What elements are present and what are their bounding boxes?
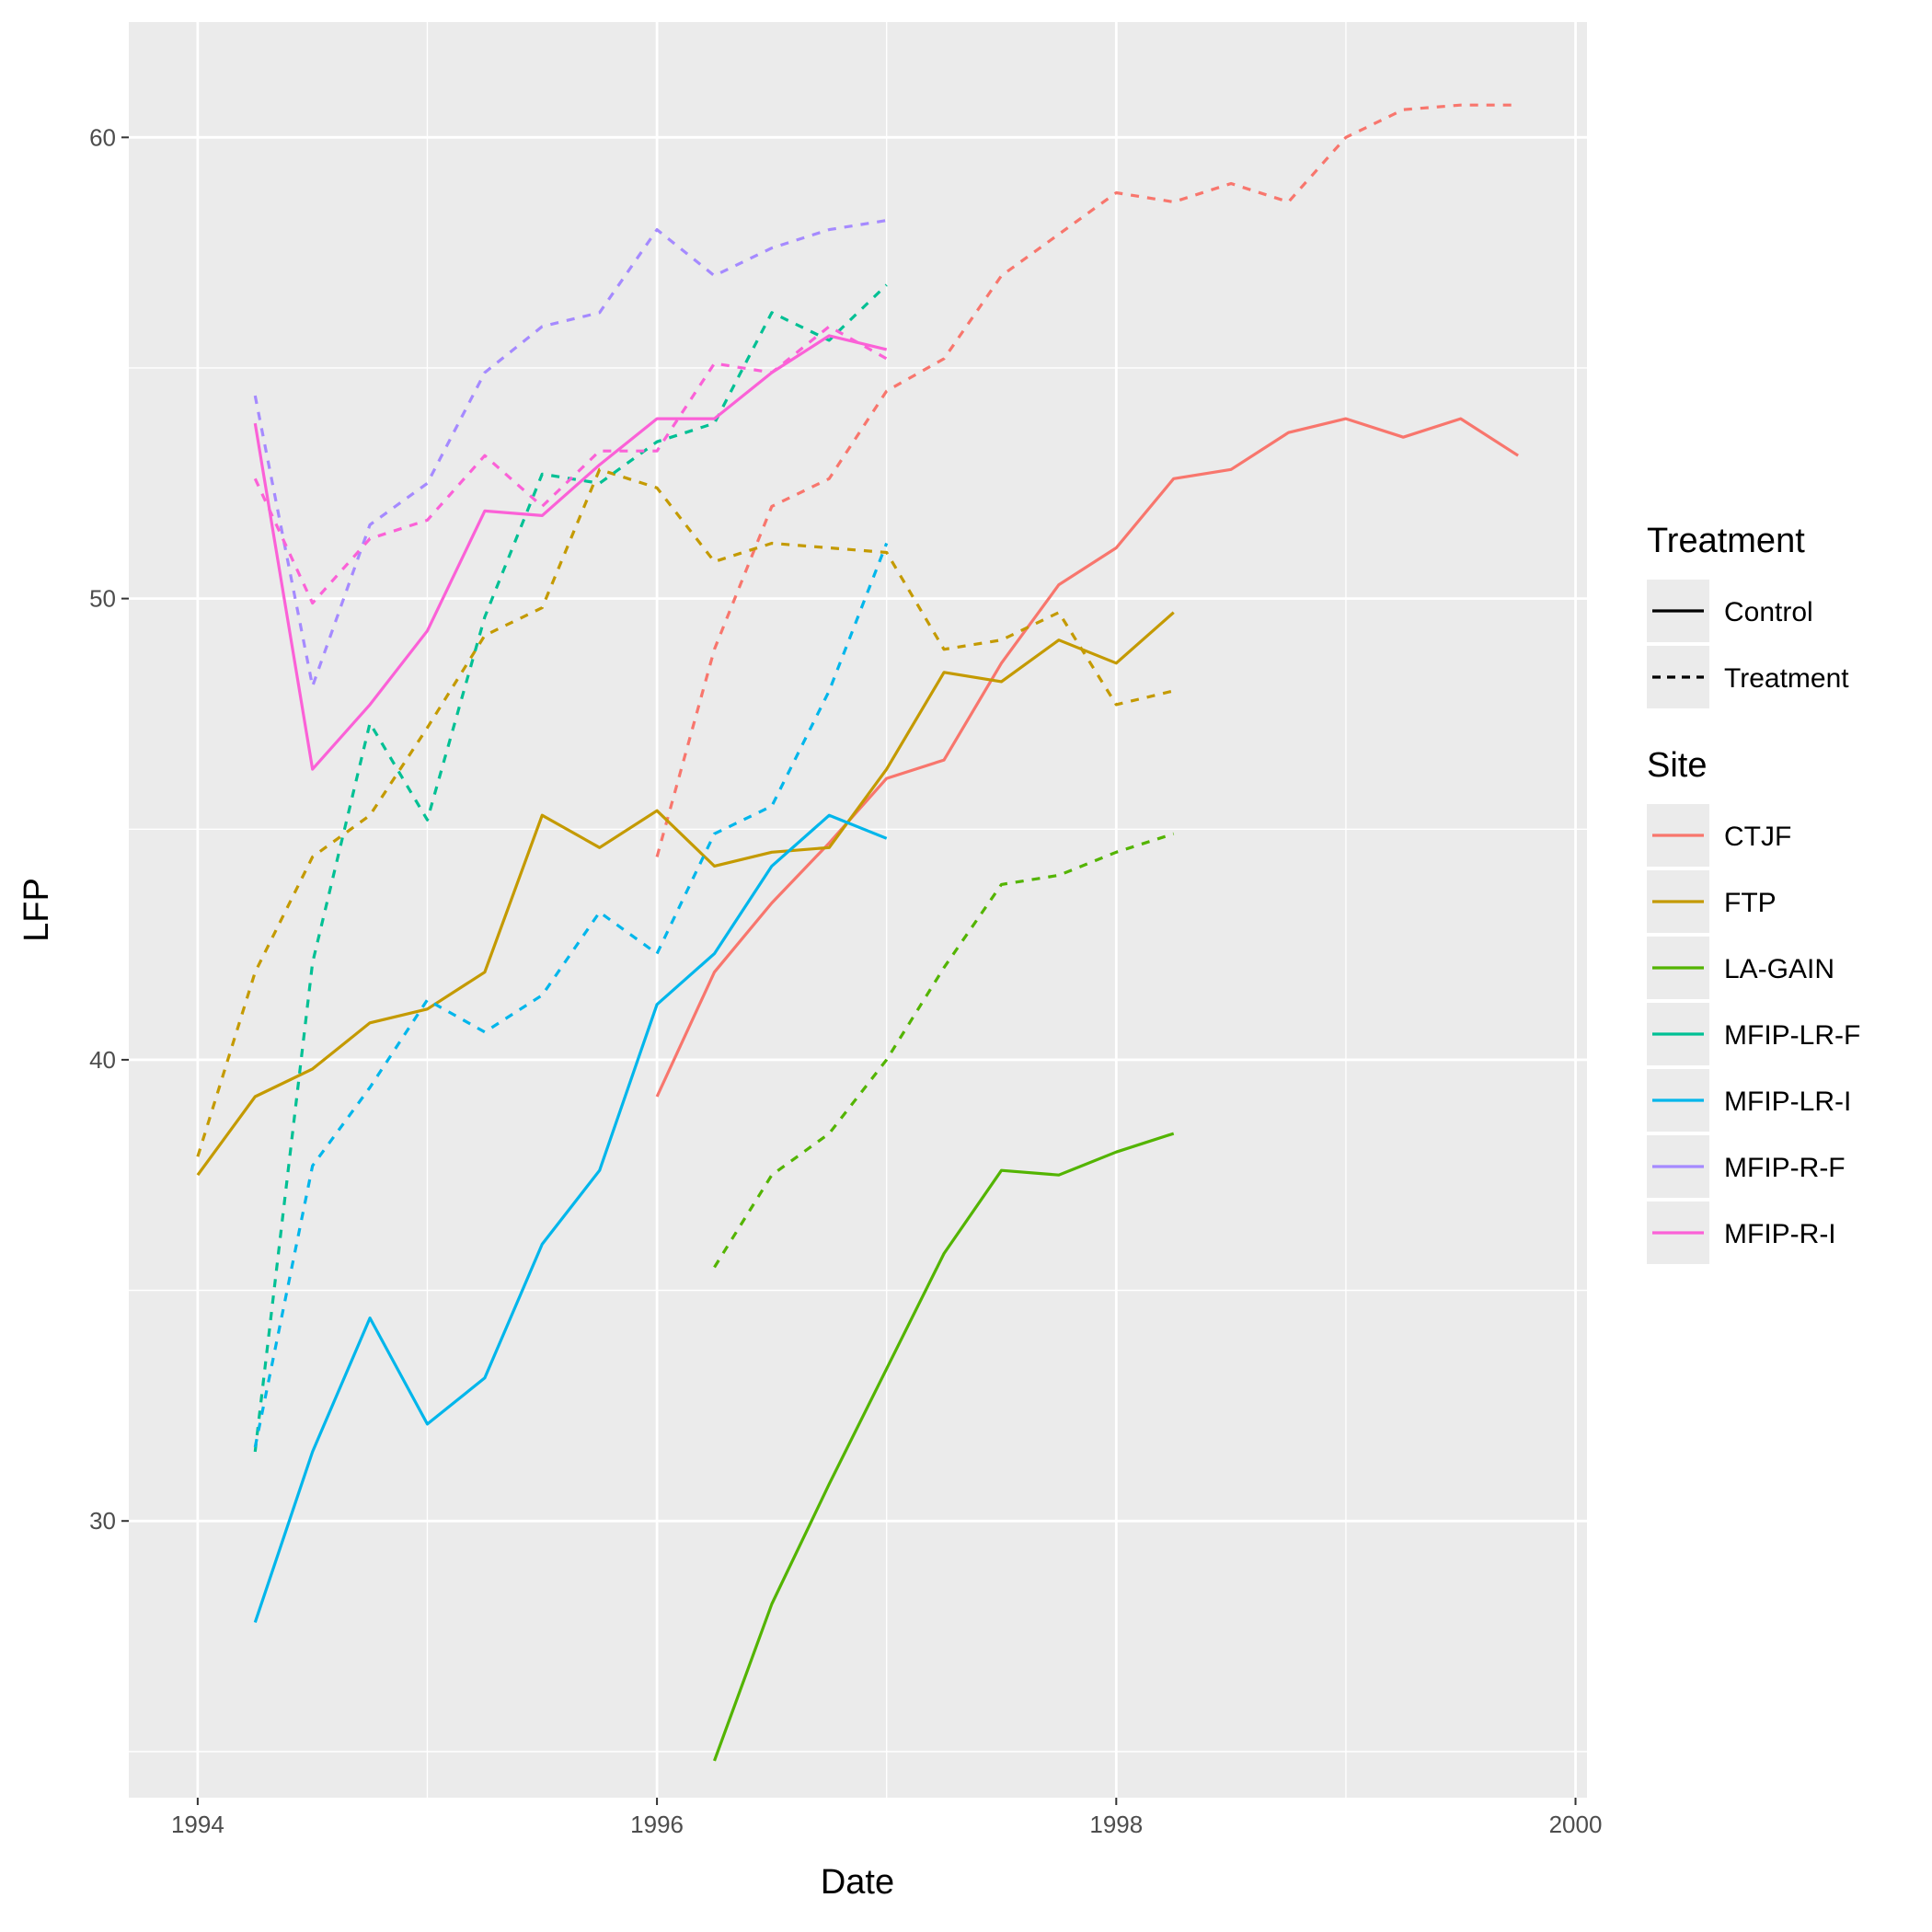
x-tick-label: 1998 (1089, 1811, 1143, 1838)
legend-label: MFIP-R-I (1724, 1219, 1836, 1249)
legend-label: Treatment (1724, 663, 1849, 694)
legend: Treatment Control Treatment Site CTJF FTP LA-G… (1647, 522, 1860, 1264)
series-line-mfip-lr-i-control (253, 813, 888, 1624)
panel-background (129, 22, 1587, 1798)
y-tick-label: 30 (89, 1507, 116, 1535)
y-axis-title: LFP (17, 878, 56, 942)
x-tick-label: 2000 (1549, 1811, 1603, 1838)
x-axis-title: Date (821, 1863, 894, 1902)
series-line-mfip-lr-i-treatment (253, 542, 889, 1448)
legend-label: CTJF (1724, 822, 1791, 852)
legend-title: Site (1647, 746, 1707, 785)
legend-label: MFIP-R-F (1724, 1153, 1846, 1183)
legend-label: MFIP-LR-I (1724, 1087, 1851, 1117)
x-axis-ticks: 1994 1996 1998 2000 (171, 1798, 1602, 1838)
grid-lines (129, 22, 1587, 1798)
series-line-ctjf-control (655, 417, 1519, 1098)
legend-label: Control (1724, 597, 1813, 627)
series-line-la-gain-treatment (713, 832, 1175, 1269)
x-tick-label: 1996 (630, 1811, 684, 1838)
y-axis-ticks: 30 40 50 60 (89, 123, 129, 1535)
series-line-ftp-treatment (196, 467, 1175, 1157)
series-line-la-gain-control (712, 1132, 1175, 1762)
legend-label: LA-GAIN (1724, 954, 1834, 984)
series-line-ftp-control (196, 611, 1175, 1177)
y-tick-label: 60 (89, 123, 116, 151)
series-line-mfip-r-f-treatment (253, 219, 887, 688)
legend-label: FTP (1724, 888, 1777, 918)
legend-label: MFIP-LR-F (1724, 1020, 1860, 1051)
y-tick-label: 40 (89, 1046, 116, 1074)
series-line-mfip-r-i-treatment (253, 325, 888, 605)
series-line-ctjf-treatment (655, 103, 1519, 857)
series-line-mfip-r-i-control (253, 334, 888, 771)
y-tick-label: 50 (89, 585, 116, 613)
series-lines (196, 103, 1519, 1762)
x-tick-label: 1994 (171, 1811, 224, 1838)
legend-title: Treatment (1647, 522, 1805, 560)
